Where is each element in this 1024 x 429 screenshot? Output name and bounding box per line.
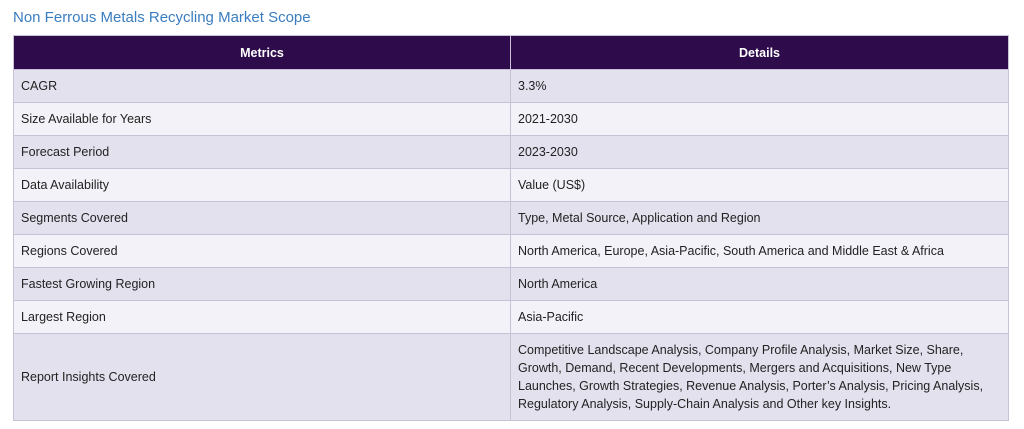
metric-cell: Report Insights Covered [13,333,511,421]
header-details: Details [510,35,1009,70]
header-metrics: Metrics [13,35,511,70]
table-row: Forecast Period 2023-2030 [13,135,1009,169]
metric-cell: Data Availability [13,168,511,202]
table-row: Data Availability Value (US$) [13,168,1009,202]
table-row: Segments Covered Type, Metal Source, App… [13,201,1009,235]
detail-cell: North America, Europe, Asia-Pacific, Sou… [510,234,1009,268]
metric-cell: Largest Region [13,300,511,334]
metric-cell: Fastest Growing Region [13,267,511,301]
metric-cell: Size Available for Years [13,102,511,136]
detail-cell: Type, Metal Source, Application and Regi… [510,201,1009,235]
metric-cell: Regions Covered [13,234,511,268]
detail-cell: North America [510,267,1009,301]
metric-cell: Forecast Period [13,135,511,169]
metric-cell: Segments Covered [13,201,511,235]
table-row: Size Available for Years 2021-2030 [13,102,1009,136]
detail-cell: Asia-Pacific [510,300,1009,334]
table-row: Largest Region Asia-Pacific [13,300,1009,334]
page-title: Non Ferrous Metals Recycling Market Scop… [13,9,311,26]
detail-cell: 2021-2030 [510,102,1009,136]
detail-cell: Value (US$) [510,168,1009,202]
market-scope-table: Metrics Details CAGR 3.3% Size Available… [13,35,1009,421]
detail-cell: 2023-2030 [510,135,1009,169]
metric-cell: CAGR [13,69,511,103]
detail-cell: 3.3% [510,69,1009,103]
table-header-row: Metrics Details [13,35,1009,70]
table-row: Regions Covered North America, Europe, A… [13,234,1009,268]
detail-cell: Competitive Landscape Analysis, Company … [510,333,1009,421]
table-row: Report Insights Covered Competitive Land… [13,333,1009,421]
table-row: Fastest Growing Region North America [13,267,1009,301]
table-row: CAGR 3.3% [13,69,1009,103]
